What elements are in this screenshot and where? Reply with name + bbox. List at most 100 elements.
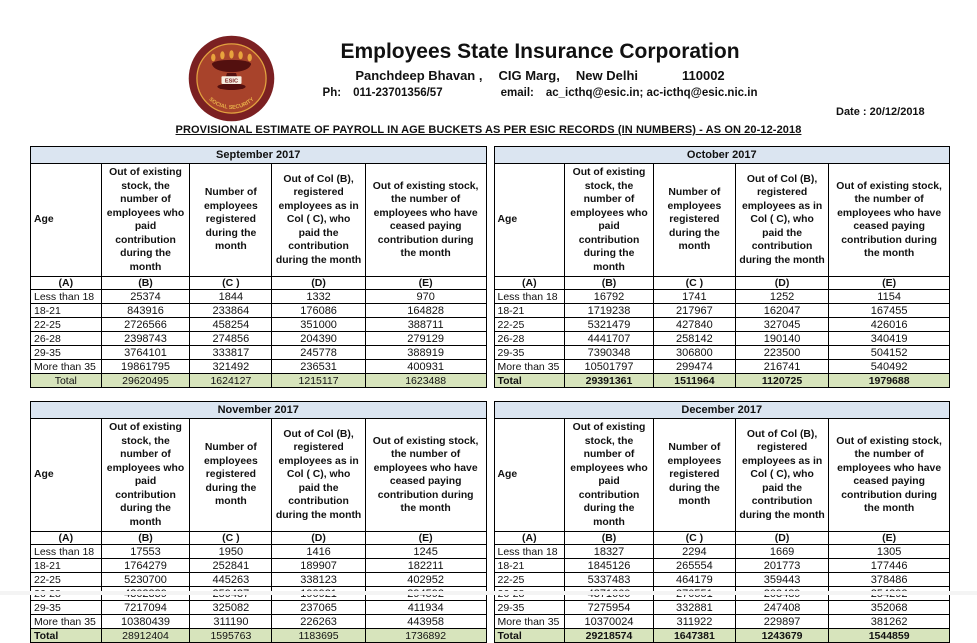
column-letter-a: (A) [30,276,102,291]
value-cell: 327045 [734,317,830,333]
total-value-cell: 29620495 [100,373,191,389]
esic-logo: ESIC SOCIAL SECURITY [186,33,277,124]
month-title: October 2017 [493,146,950,164]
value-cell: 443958 [364,614,487,630]
value-cell: 400931 [364,359,487,375]
table-row: 26-28 2398743 274856 204390 279129 [30,331,487,347]
value-cell: 1844 [189,289,273,305]
value-cell: 464179 [652,572,736,588]
column-letter-d: (D) [271,531,366,546]
column-header-b: Out of existing stock, the number of emp… [564,162,654,278]
value-cell: 10380439 [100,614,191,630]
column-letter-c: (C ) [652,276,736,291]
age-bucket-cell: 22-25 [493,317,566,333]
value-cell: 189907 [271,558,366,574]
column-letter-row: (A) (B) (C ) (D) (E) [493,276,950,291]
table-body: Less than 18 16792 1741 1252 1154 18-21 171923… [493,289,950,389]
value-cell: 25374 [100,289,191,305]
document-title: PROVISIONAL ESTIMATE OF PAYROLL IN AGE B… [175,124,802,136]
value-cell: 325082 [189,600,273,616]
age-bucket-cell: 18-21 [493,558,566,574]
tables-grid: September 2017 Age Out of existing stock,… [30,146,950,643]
value-cell: 352068 [828,600,950,616]
column-letter-row: (A) (B) (C ) (D) (E) [30,276,487,291]
org-address: Panchdeep Bhavan , CIG Marg, New Delhi 1… [265,68,815,83]
month-header-row: October 2017 [493,146,950,164]
column-header-d: Out of Col (B), registered employees as … [271,418,366,533]
month-title: September 2017 [30,146,487,164]
age-bucket-cell: 18-21 [30,303,102,319]
age-bucket-cell: 22-25 [30,317,102,333]
column-header-a: Age [493,418,566,533]
total-value-cell: 1183695 [271,628,366,643]
column-header-b: Out of existing stock, the number of emp… [100,162,191,278]
column-letter-e: (E) [828,531,950,546]
value-cell: 332881 [652,600,736,616]
table-row: More than 35 10380439 311190 226263 443958 [30,614,487,630]
table-row: 18-21 1845126 265554 201773 177446 [493,558,950,574]
table-row: Less than 18 25374 1844 1332 970 [30,289,487,305]
column-header-b: Out of existing stock, the number of emp… [100,418,191,533]
lamp-flames-icon [211,50,252,62]
month-header-row: September 2017 [30,146,487,164]
column-letter-row: (A) (B) (C ) (D) (E) [493,531,950,546]
email-addresses: ac_icthq@esic.in; ac-icthq@esic.nic.in [545,87,758,99]
table-row: Less than 18 17553 1950 1416 1245 [30,544,487,560]
column-header-row: Age Out of existing stock, the number of … [30,418,487,533]
value-cell: 1245 [364,544,487,560]
value-cell: 265554 [652,558,736,574]
table-row: 29-35 7275954 332881 247408 352068 [493,600,950,616]
value-cell: 162047 [734,303,830,319]
age-bucket-cell: More than 35 [493,614,566,630]
column-letter-a: (A) [30,531,102,546]
org-contact: Ph: 011-23701356/57 email: ac_icthq@esic… [265,87,815,99]
value-cell: 190140 [734,331,830,347]
age-bucket-cell: 22-25 [30,572,102,588]
value-cell: 340419 [828,331,950,347]
column-letter-c: (C ) [652,531,736,546]
value-cell: 1154 [828,289,950,305]
value-cell: 258142 [652,331,736,347]
value-cell: 359443 [734,572,830,588]
value-cell: 299474 [652,359,736,375]
column-letter-b: (B) [564,531,654,546]
column-header-c: Number of employees registered during th… [189,162,273,278]
column-letter-c: (C ) [189,276,273,291]
total-value-cell: 29391361 [564,373,654,389]
value-cell: 7275954 [564,600,654,616]
table-row: 22-25 5321479 427840 327045 426016 [493,317,950,333]
age-bucket-cell: 22-25 [493,572,566,588]
value-cell: 1719238 [564,303,654,319]
value-cell: 5230700 [100,572,191,588]
value-cell: 321492 [189,359,273,375]
age-bucket-cell: 26-28 [493,331,566,347]
value-cell: 1950 [189,544,273,560]
value-cell: 388919 [364,345,487,361]
age-bucket-cell: 18-21 [493,303,566,319]
table-row: 18-21 1764279 252841 189907 182211 [30,558,487,574]
value-cell: 3764101 [100,345,191,361]
value-cell: 245778 [271,345,366,361]
value-cell: 338123 [271,572,366,588]
value-cell: 1741 [652,289,736,305]
value-cell: 311922 [652,614,736,630]
column-header-c: Number of employees registered during th… [652,162,736,278]
table-row: 18-21 1719238 217967 162047 167455 [493,303,950,319]
column-header-e: Out of existing stock, the number of emp… [364,418,487,533]
column-letter-d: (D) [271,276,366,291]
total-value-cell: 1595763 [189,628,273,643]
month-header-row: December 2017 [493,401,950,420]
total-label-cell: Total [493,628,566,643]
column-header-a: Age [493,162,566,278]
column-letter-e: (E) [828,276,950,291]
value-cell: 19861795 [100,359,191,375]
table-row: Less than 18 18327 2294 1669 1305 [493,544,950,560]
value-cell: 216741 [734,359,830,375]
total-value-cell: 1511964 [652,373,736,389]
table-row: 26-28 4441707 258142 190140 340419 [493,331,950,347]
total-value-cell: 1544859 [828,628,950,643]
value-cell: 402952 [364,572,487,588]
total-value-cell: 1624127 [189,373,273,389]
column-letter-c: (C ) [189,531,273,546]
column-header-d: Out of Col (B), registered employees as … [734,418,830,533]
